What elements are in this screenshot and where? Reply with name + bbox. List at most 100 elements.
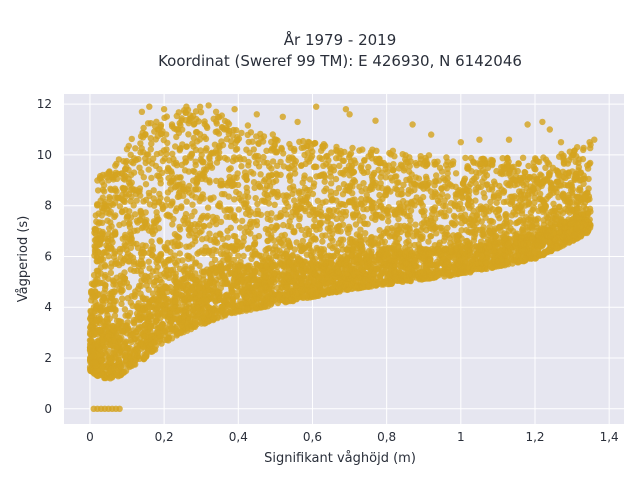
data-point <box>108 236 114 242</box>
data-point <box>369 205 375 211</box>
data-point <box>290 209 296 215</box>
data-point <box>164 196 170 202</box>
data-point <box>433 224 439 230</box>
data-point <box>87 308 93 314</box>
data-point <box>240 238 246 244</box>
data-point <box>211 239 217 245</box>
data-point <box>207 160 213 166</box>
data-point <box>445 170 451 176</box>
data-point <box>198 194 204 200</box>
data-point <box>556 204 562 210</box>
data-point <box>396 200 402 206</box>
data-point <box>411 202 417 208</box>
data-point <box>264 192 270 198</box>
data-point <box>389 225 395 231</box>
data-point <box>183 144 189 150</box>
data-point <box>91 230 97 236</box>
data-point <box>107 305 113 311</box>
data-point <box>365 240 371 246</box>
data-point <box>153 136 159 142</box>
data-point <box>112 163 118 169</box>
data-point <box>234 246 240 252</box>
data-point <box>280 150 286 156</box>
data-point <box>388 151 394 157</box>
data-point <box>504 198 510 204</box>
data-point <box>264 211 270 217</box>
data-point <box>568 207 574 213</box>
data-point <box>565 160 571 166</box>
data-point <box>145 158 151 164</box>
data-point <box>328 174 334 180</box>
data-point <box>128 266 134 272</box>
data-point <box>132 145 138 151</box>
data-point <box>248 209 254 215</box>
data-point <box>170 267 176 273</box>
data-point <box>437 194 443 200</box>
data-point <box>128 339 134 345</box>
data-point <box>93 317 99 323</box>
data-point <box>319 233 325 239</box>
data-point <box>175 234 181 240</box>
data-point <box>152 227 158 233</box>
data-point <box>134 227 140 233</box>
data-point <box>546 212 552 218</box>
data-point <box>525 216 531 222</box>
data-point <box>481 194 487 200</box>
data-point <box>159 131 165 137</box>
data-point <box>327 207 333 213</box>
data-point <box>516 188 522 194</box>
data-point <box>487 218 493 224</box>
data-point <box>323 198 329 204</box>
data-point <box>252 248 258 254</box>
data-point <box>164 267 170 273</box>
data-point <box>352 212 358 218</box>
data-point <box>114 260 120 266</box>
data-point <box>236 206 242 212</box>
data-point <box>471 160 477 166</box>
data-point <box>329 197 335 203</box>
data-point <box>95 272 101 278</box>
data-point <box>202 248 208 254</box>
data-point <box>243 173 249 179</box>
data-point <box>185 186 191 192</box>
data-point <box>210 194 216 200</box>
data-point <box>120 258 126 264</box>
data-point <box>120 175 126 181</box>
data-point <box>238 163 244 169</box>
data-point <box>448 162 454 168</box>
data-point <box>215 202 221 208</box>
data-point <box>525 174 531 180</box>
data-point <box>249 139 255 145</box>
data-point <box>93 212 99 218</box>
data-point <box>489 184 495 190</box>
data-point <box>167 202 173 208</box>
data-point <box>210 214 216 220</box>
data-point <box>307 212 313 218</box>
data-point <box>134 268 140 274</box>
data-point <box>228 165 234 171</box>
data-point <box>321 173 327 179</box>
data-point <box>226 121 232 127</box>
data-point <box>88 289 94 295</box>
data-point <box>348 158 354 164</box>
data-point <box>555 178 561 184</box>
data-point <box>174 205 180 211</box>
data-point <box>106 242 112 248</box>
data-point <box>338 151 344 157</box>
data-point <box>140 294 146 300</box>
data-point <box>459 206 465 212</box>
data-point <box>173 160 179 166</box>
data-point <box>371 239 377 245</box>
data-point <box>337 170 343 176</box>
data-point <box>361 157 367 163</box>
data-point <box>291 197 297 203</box>
data-point <box>135 286 141 292</box>
data-point <box>189 192 195 198</box>
data-point <box>231 174 237 180</box>
data-point <box>148 238 154 244</box>
data-point <box>223 214 229 220</box>
data-point <box>394 231 400 237</box>
data-point <box>287 218 293 224</box>
data-point <box>404 160 410 166</box>
data-point <box>142 132 148 138</box>
